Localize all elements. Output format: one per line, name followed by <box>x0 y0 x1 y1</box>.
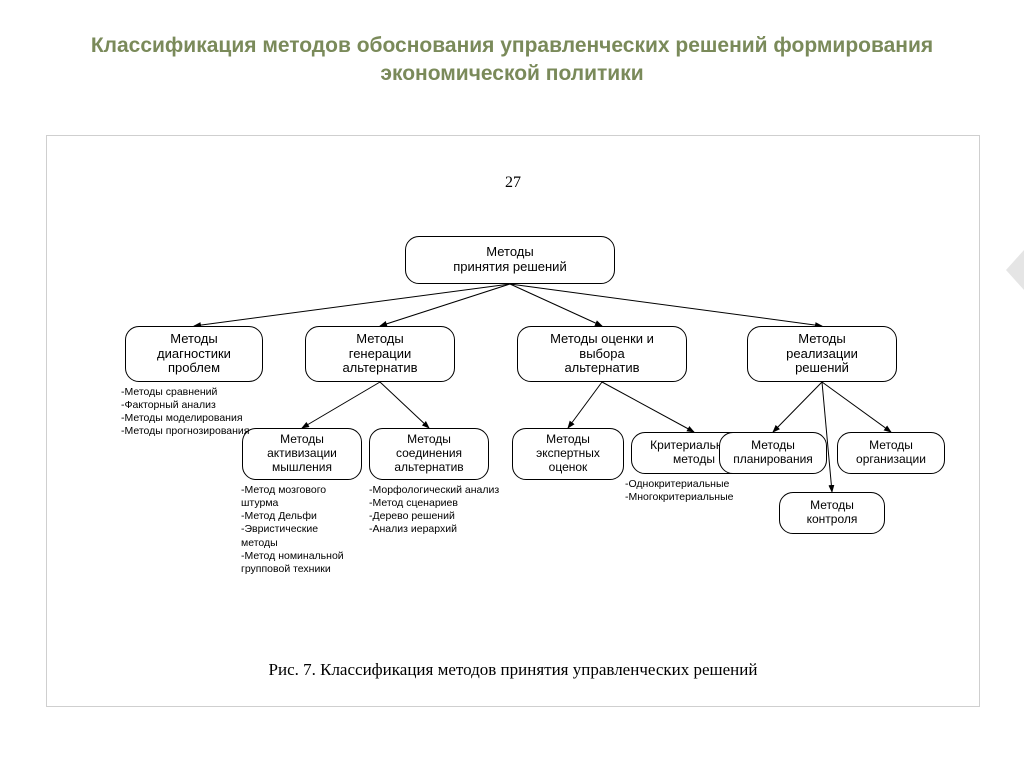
node-org: Методыорганизации <box>837 432 945 474</box>
node-eval: Методы оценки ивыбораальтернатив <box>517 326 687 382</box>
node-impl: Методыреализациирешений <box>747 326 897 382</box>
node-diag: Методыдиагностикипроблем <box>125 326 263 382</box>
node-activ: Методыактивизациимышления <box>242 428 362 480</box>
bullets-activ_list: -Метод мозговогоштурма-Метод Дельфи-Эври… <box>241 484 344 576</box>
node-ctrl: Методыконтроля <box>779 492 885 534</box>
bullets-diag_list: -Методы сравнений-Факторный анализ-Метод… <box>121 386 249 439</box>
diagram-container: Методыпринятия решений Методыдиагностикип… <box>47 136 979 706</box>
node-plan: Методыпланирования <box>719 432 827 474</box>
page-fold-decor <box>1006 250 1024 290</box>
figure-frame: 27 Методыпринятия решенийМетодыдиагности… <box>46 135 980 707</box>
node-root: Методыпринятия решений <box>405 236 615 284</box>
bullets-crit_list: -Однокритериальные-Многокритериальные <box>625 478 733 504</box>
figure-caption: Рис. 7. Классификация методов принятия у… <box>47 660 979 680</box>
node-expert: Методыэкспертныхоценок <box>512 428 624 480</box>
node-conn: Методысоединенияальтернатив <box>369 428 489 480</box>
slide-title: Классификация методов обоснования управл… <box>0 0 1024 89</box>
bullets-conn_list: -Морфологический анализ-Метод сценариев-… <box>369 484 499 537</box>
node-gen: Методыгенерацииальтернатив <box>305 326 455 382</box>
